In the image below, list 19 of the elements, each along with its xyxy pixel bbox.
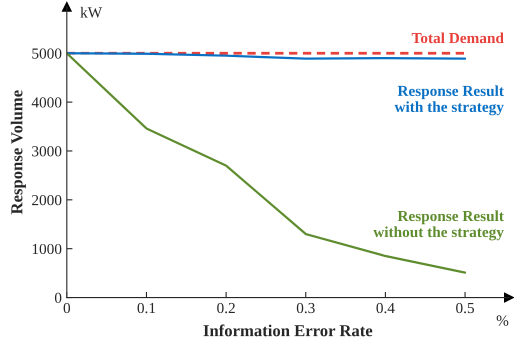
text: % xyxy=(496,315,508,326)
series-label: Response Result with the strategy xyxy=(394,85,504,116)
y-tick-label: 3000 xyxy=(32,146,62,156)
y-axis-title: Response Volume xyxy=(10,90,26,214)
y-tick-label: 0 xyxy=(54,292,62,303)
x-tick-label: 0 xyxy=(64,302,70,314)
y-tick-label: 4000 xyxy=(32,97,62,108)
x-axis-title: Information Error Rate xyxy=(204,324,372,336)
x-tick-label: 0.4 xyxy=(376,302,395,314)
y-tick-label: 1000 xyxy=(32,244,62,254)
x-tick-label: 0.2 xyxy=(217,302,235,314)
annotation: kW xyxy=(80,6,102,18)
x-tick-label: 0.1 xyxy=(138,302,156,314)
x-tick-label: 0.3 xyxy=(296,302,315,314)
series-label: Response Result without the strategy xyxy=(373,210,504,240)
series-label: Total Demand xyxy=(412,32,504,44)
y-tick-label: 5000 xyxy=(32,48,62,59)
y-tick-label: 2000 xyxy=(32,194,62,206)
x-tick-label: 0.5 xyxy=(456,302,474,314)
